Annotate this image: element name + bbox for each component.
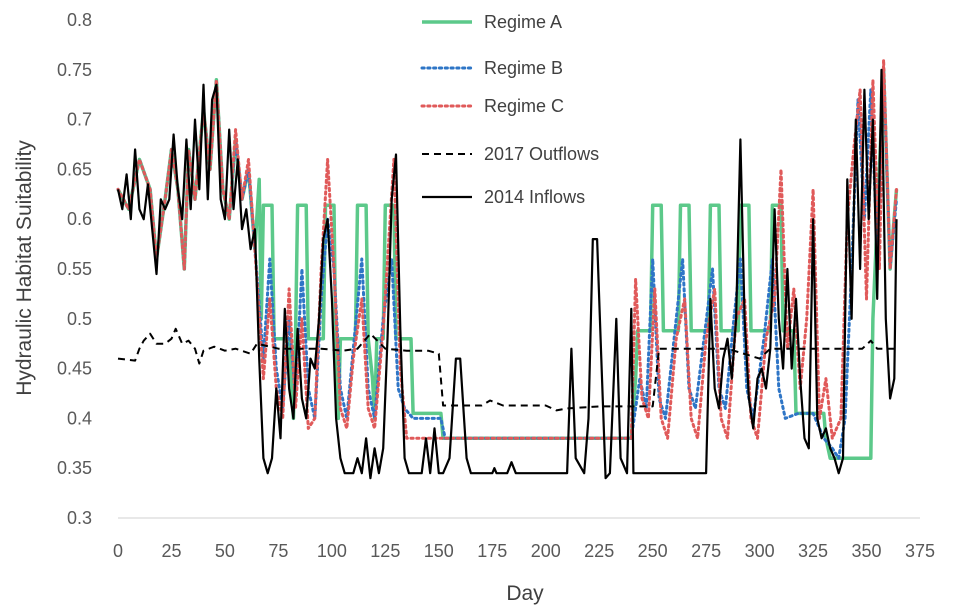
x-tick-label: 225	[584, 541, 614, 561]
x-tick-label: 250	[638, 541, 668, 561]
y-tick-label: 0.75	[57, 60, 92, 80]
x-axis-title: Day	[506, 582, 544, 605]
x-tick-label: 25	[161, 541, 181, 561]
y-tick-label: 0.8	[67, 10, 92, 30]
x-tick-label: 275	[691, 541, 721, 561]
series-line-regime-b	[116, 68, 898, 460]
y-tick-label: 0.45	[57, 359, 92, 379]
x-tick-label: 175	[477, 541, 507, 561]
y-axis-ticks: 0.3 0.35 0.4 0.45 0.5 0.55 0.6 0.65 0.7 0.75 0.8	[57, 10, 92, 528]
y-tick-label: 0.35	[57, 458, 92, 478]
y-tick-label: 0.6	[67, 209, 92, 229]
legend-label: 2017 Outflows	[484, 144, 599, 164]
legend-label: Regime A	[484, 12, 562, 32]
y-tick-label: 0.55	[57, 259, 92, 279]
y-axis-title: Hydraulic Habitat Suitability	[13, 140, 36, 396]
series-line-2014-inflows	[116, 68, 898, 480]
x-tick-label: 0	[113, 541, 123, 561]
y-tick-label: 0.4	[67, 408, 92, 428]
y-tick-label: 0.3	[67, 508, 92, 528]
x-tick-label: 50	[215, 541, 235, 561]
x-tick-label: 350	[852, 541, 882, 561]
series-line-2017-outflows	[117, 327, 899, 412]
legend-label: Regime C	[484, 96, 564, 116]
x-tick-label: 75	[268, 541, 288, 561]
x-tick-label: 325	[798, 541, 828, 561]
x-tick-label: 375	[905, 541, 935, 561]
y-tick-label: 0.65	[57, 159, 92, 179]
x-axis-ticks: 0 25 50 75 100 125 150 175 200 225 250 275 300 325 350…	[113, 541, 935, 561]
x-tick-label: 100	[317, 541, 347, 561]
legend-label: 2014 Inflows	[484, 187, 585, 207]
x-tick-label: 300	[745, 541, 775, 561]
x-tick-label: 200	[531, 541, 561, 561]
series-line-regime-a	[116, 68, 899, 460]
legend-label: Regime B	[484, 58, 563, 78]
x-tick-label: 150	[424, 541, 454, 561]
y-tick-label: 0.7	[67, 110, 92, 130]
series-layer	[116, 58, 899, 480]
series-line-regime-c	[116, 58, 898, 440]
x-tick-label: 125	[370, 541, 400, 561]
y-tick-label: 0.5	[67, 309, 92, 329]
legend: Regime A Regime B Regime C 2017 Outflows 201…	[420, 12, 599, 207]
